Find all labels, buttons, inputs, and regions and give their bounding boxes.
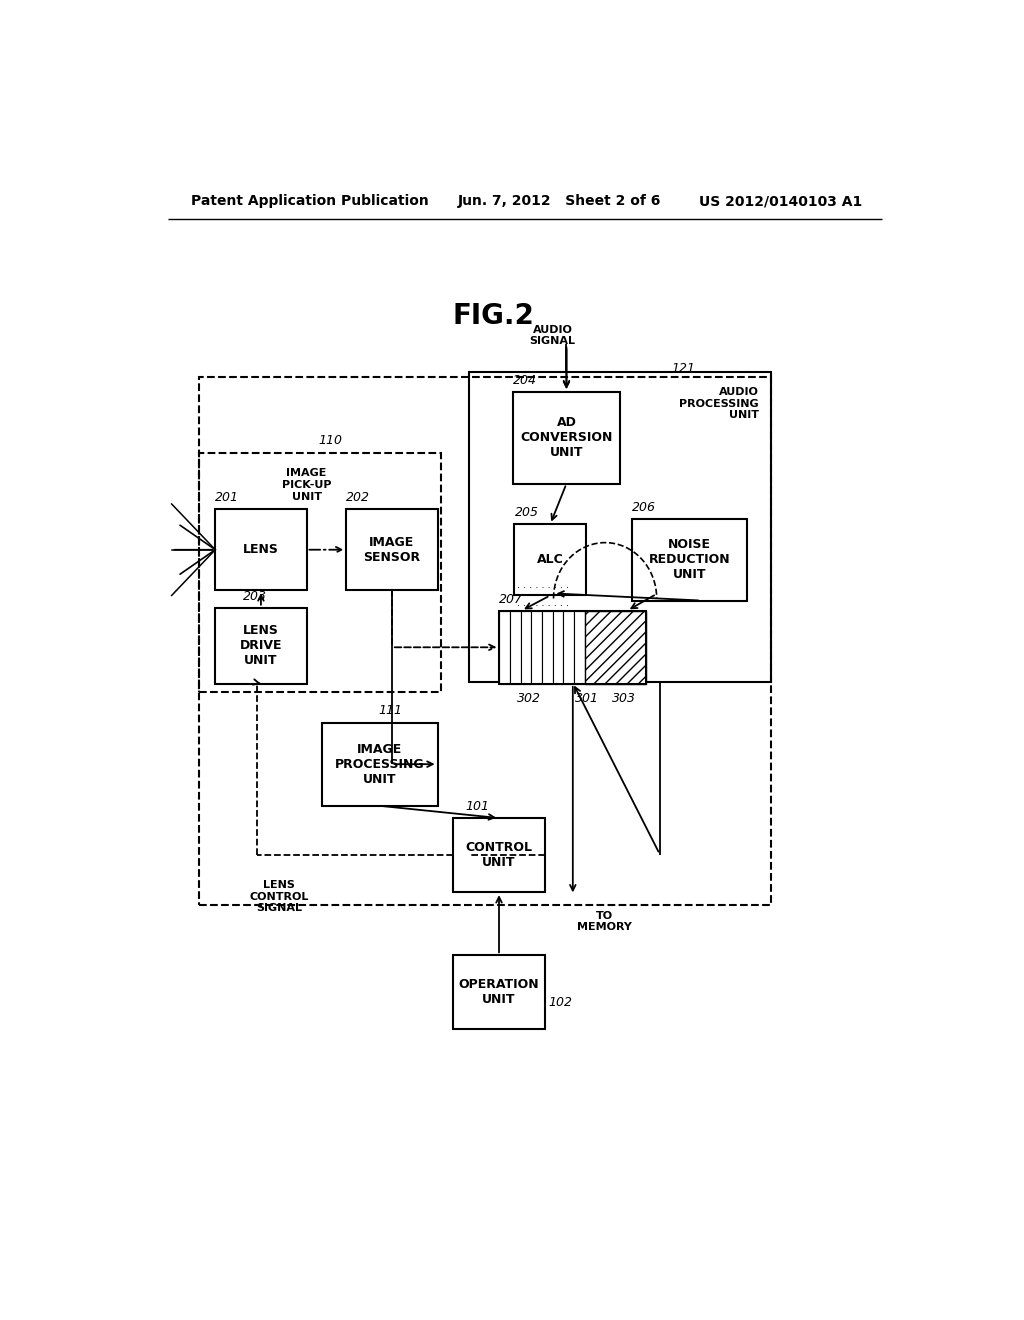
Bar [585,611,646,684]
Text: ALC: ALC [537,553,563,566]
Text: 303: 303 [612,692,636,705]
Bar [200,378,771,906]
Text: 301: 301 [574,692,599,705]
Text: 206: 206 [632,502,656,515]
Text: 121: 121 [672,362,695,375]
Text: IMAGE
PICK-UP
UNIT: IMAGE PICK-UP UNIT [282,469,332,502]
Bar [510,611,520,684]
Bar [514,524,586,595]
Text: 203: 203 [243,590,267,602]
Text: . . . . . . . . .: . . . . . . . . . [517,581,569,590]
Text: 302: 302 [517,692,541,705]
Text: AUDIO
PROCESSING
UNIT: AUDIO PROCESSING UNIT [679,387,759,420]
Text: FIG.2: FIG.2 [453,302,534,330]
Bar [215,510,306,590]
Bar [469,372,771,682]
Text: LENS
CONTROL
SIGNAL: LENS CONTROL SIGNAL [249,880,308,913]
Text: 207: 207 [500,593,523,606]
Text: US 2012/0140103 A1: US 2012/0140103 A1 [699,194,862,209]
Bar [323,722,437,805]
Bar [454,818,545,892]
Text: AD
CONVERSION
UNIT: AD CONVERSION UNIT [520,416,612,459]
Text: . . . . . . . . .: . . . . . . . . . [517,598,569,607]
Text: 111: 111 [378,705,402,718]
Text: Jun. 7, 2012   Sheet 2 of 6: Jun. 7, 2012 Sheet 2 of 6 [458,194,660,209]
Text: IMAGE
PROCESSING
UNIT: IMAGE PROCESSING UNIT [335,743,425,785]
Text: 101: 101 [465,800,489,813]
Bar [563,611,573,684]
Bar [454,956,545,1030]
Bar [513,392,620,483]
Bar [573,611,585,684]
Text: LENS: LENS [243,544,279,556]
Text: 110: 110 [318,434,342,447]
Bar [553,611,563,684]
Bar [531,611,542,684]
Bar [520,611,531,684]
Bar [200,453,441,692]
Bar [500,611,510,684]
Text: LENS
DRIVE
UNIT: LENS DRIVE UNIT [240,624,283,668]
Text: TO
MEMORY: TO MEMORY [577,911,632,932]
Text: 204: 204 [513,374,537,387]
Text: AUDIO
SIGNAL: AUDIO SIGNAL [529,325,575,346]
Text: Patent Application Publication: Patent Application Publication [191,194,429,209]
Text: 205: 205 [514,507,539,519]
Text: 102: 102 [549,995,572,1008]
Bar [542,611,553,684]
Text: OPERATION
UNIT: OPERATION UNIT [459,978,540,1006]
Text: CONTROL
UNIT: CONTROL UNIT [466,841,532,869]
Text: NOISE
REDUCTION
UNIT: NOISE REDUCTION UNIT [648,539,730,581]
Text: IMAGE
SENSOR: IMAGE SENSOR [364,536,421,564]
Bar [215,607,306,684]
Text: 202: 202 [346,491,371,504]
Bar [346,510,437,590]
Text: 201: 201 [215,491,240,504]
Bar [632,519,748,601]
Bar [500,611,646,684]
